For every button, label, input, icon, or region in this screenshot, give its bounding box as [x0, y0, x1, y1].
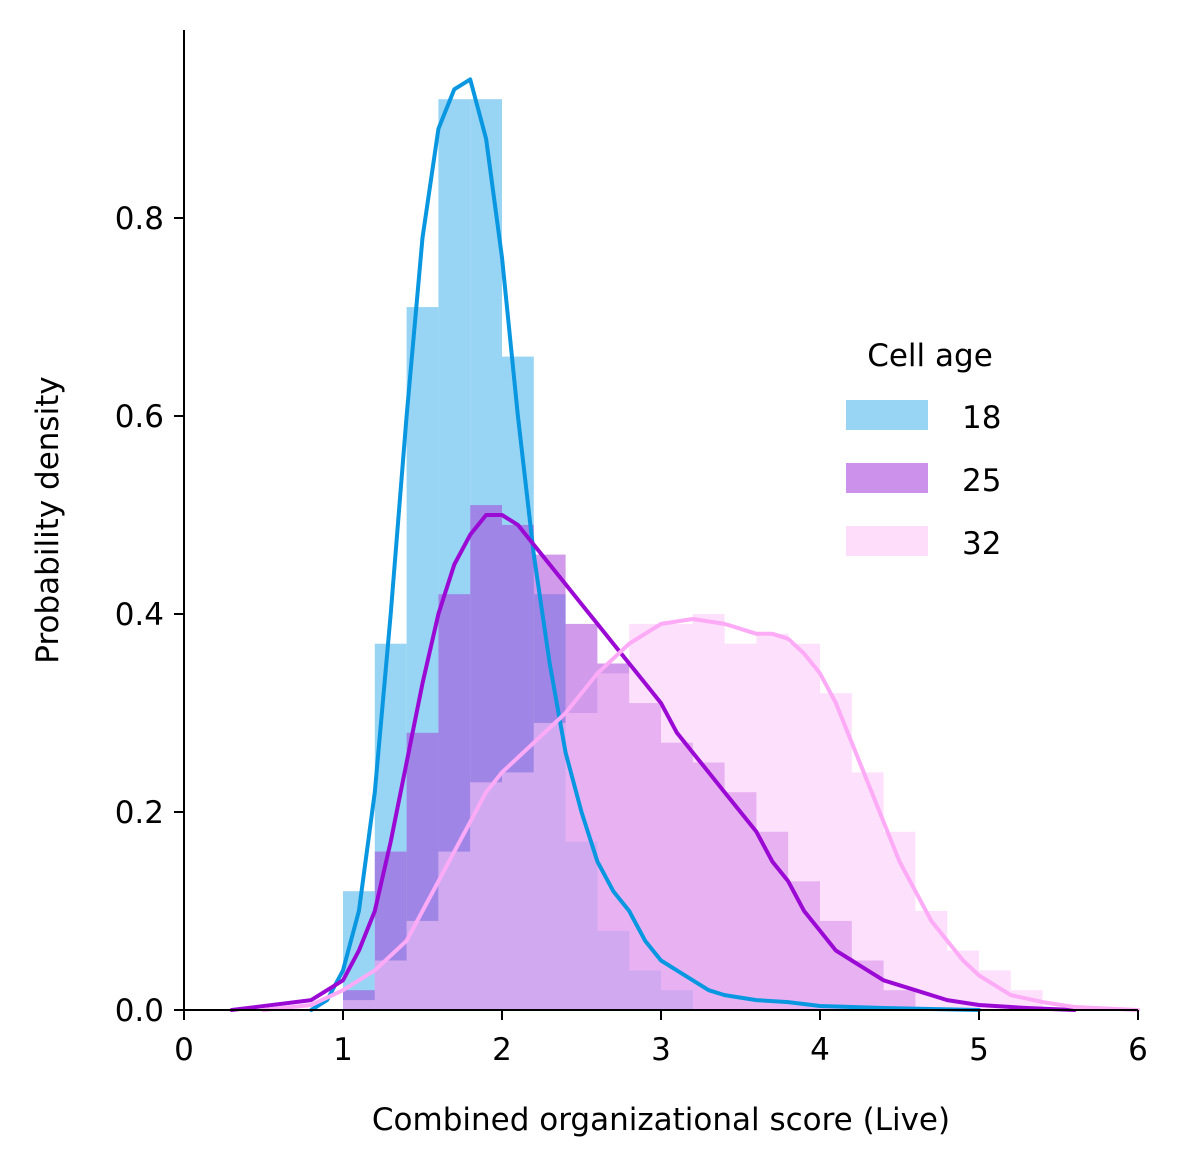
kde-lines: [229, 77, 1140, 1012]
legend-title: Cell age: [867, 338, 993, 374]
x-tick-label-2: 2: [492, 1032, 512, 1068]
x-ticks: 0 1 2 3 4 5 6: [174, 1010, 1148, 1068]
x-tick-label-5: 5: [969, 1032, 989, 1068]
legend-swatch-18: [846, 400, 928, 430]
kde-line-32: [261, 617, 1140, 1012]
histogram-bar-32-2: [406, 920, 439, 1010]
y-tick-label-0.2: 0.2: [115, 795, 164, 831]
x-tick-label-0: 0: [174, 1032, 194, 1068]
histogram-bar-32-1: [374, 960, 407, 1010]
kde-line-18: [309, 77, 981, 1012]
histogram-bar-32-15: [820, 693, 852, 1010]
y-tick-label-0.6: 0.6: [115, 399, 164, 435]
legend-label-18: 18: [962, 400, 1001, 436]
x-tick-label-6: 6: [1128, 1032, 1148, 1068]
histogram-bars: [343, 99, 1043, 1011]
histogram-bar-32-14: [788, 643, 820, 1010]
kde-line-25: [229, 513, 1077, 1012]
histogram-bar-32-13: [756, 633, 789, 1010]
y-tick-label-0.8: 0.8: [115, 201, 164, 237]
y-tick-label-0.0: 0.0: [115, 993, 164, 1029]
histogram-bar-32-5: [502, 772, 534, 1010]
x-tick-label-4: 4: [810, 1032, 830, 1068]
histogram-bar-32-11: [692, 614, 725, 1010]
histogram-bar-32-9: [629, 623, 661, 1010]
histogram-bar-32-6: [533, 722, 566, 1010]
histogram-bar-32-3: [438, 851, 471, 1010]
legend-label-25: 25: [962, 463, 1001, 499]
x-tick-label-3: 3: [651, 1032, 671, 1068]
y-axis-label: Probability density: [30, 376, 66, 663]
x-tick-label-1: 1: [333, 1032, 353, 1068]
y-tick-label-0.4: 0.4: [115, 597, 164, 633]
legend: Cell age 18 25 32: [846, 338, 1001, 562]
histogram-bar-32-7: [565, 713, 598, 1010]
y-ticks: 0.0 0.2 0.4 0.6 0.8: [115, 201, 184, 1029]
histogram-bar-32-8: [597, 673, 630, 1010]
legend-swatch-32: [846, 526, 928, 556]
histogram-bar-32-10: [661, 623, 693, 1010]
histogram-bar-32-0: [343, 1000, 375, 1010]
x-axis-label: Combined organizational score (Live): [372, 1102, 950, 1138]
histogram-bar-32-4: [470, 782, 502, 1010]
legend-label-32: 32: [962, 526, 1001, 562]
legend-swatch-25: [846, 463, 928, 493]
